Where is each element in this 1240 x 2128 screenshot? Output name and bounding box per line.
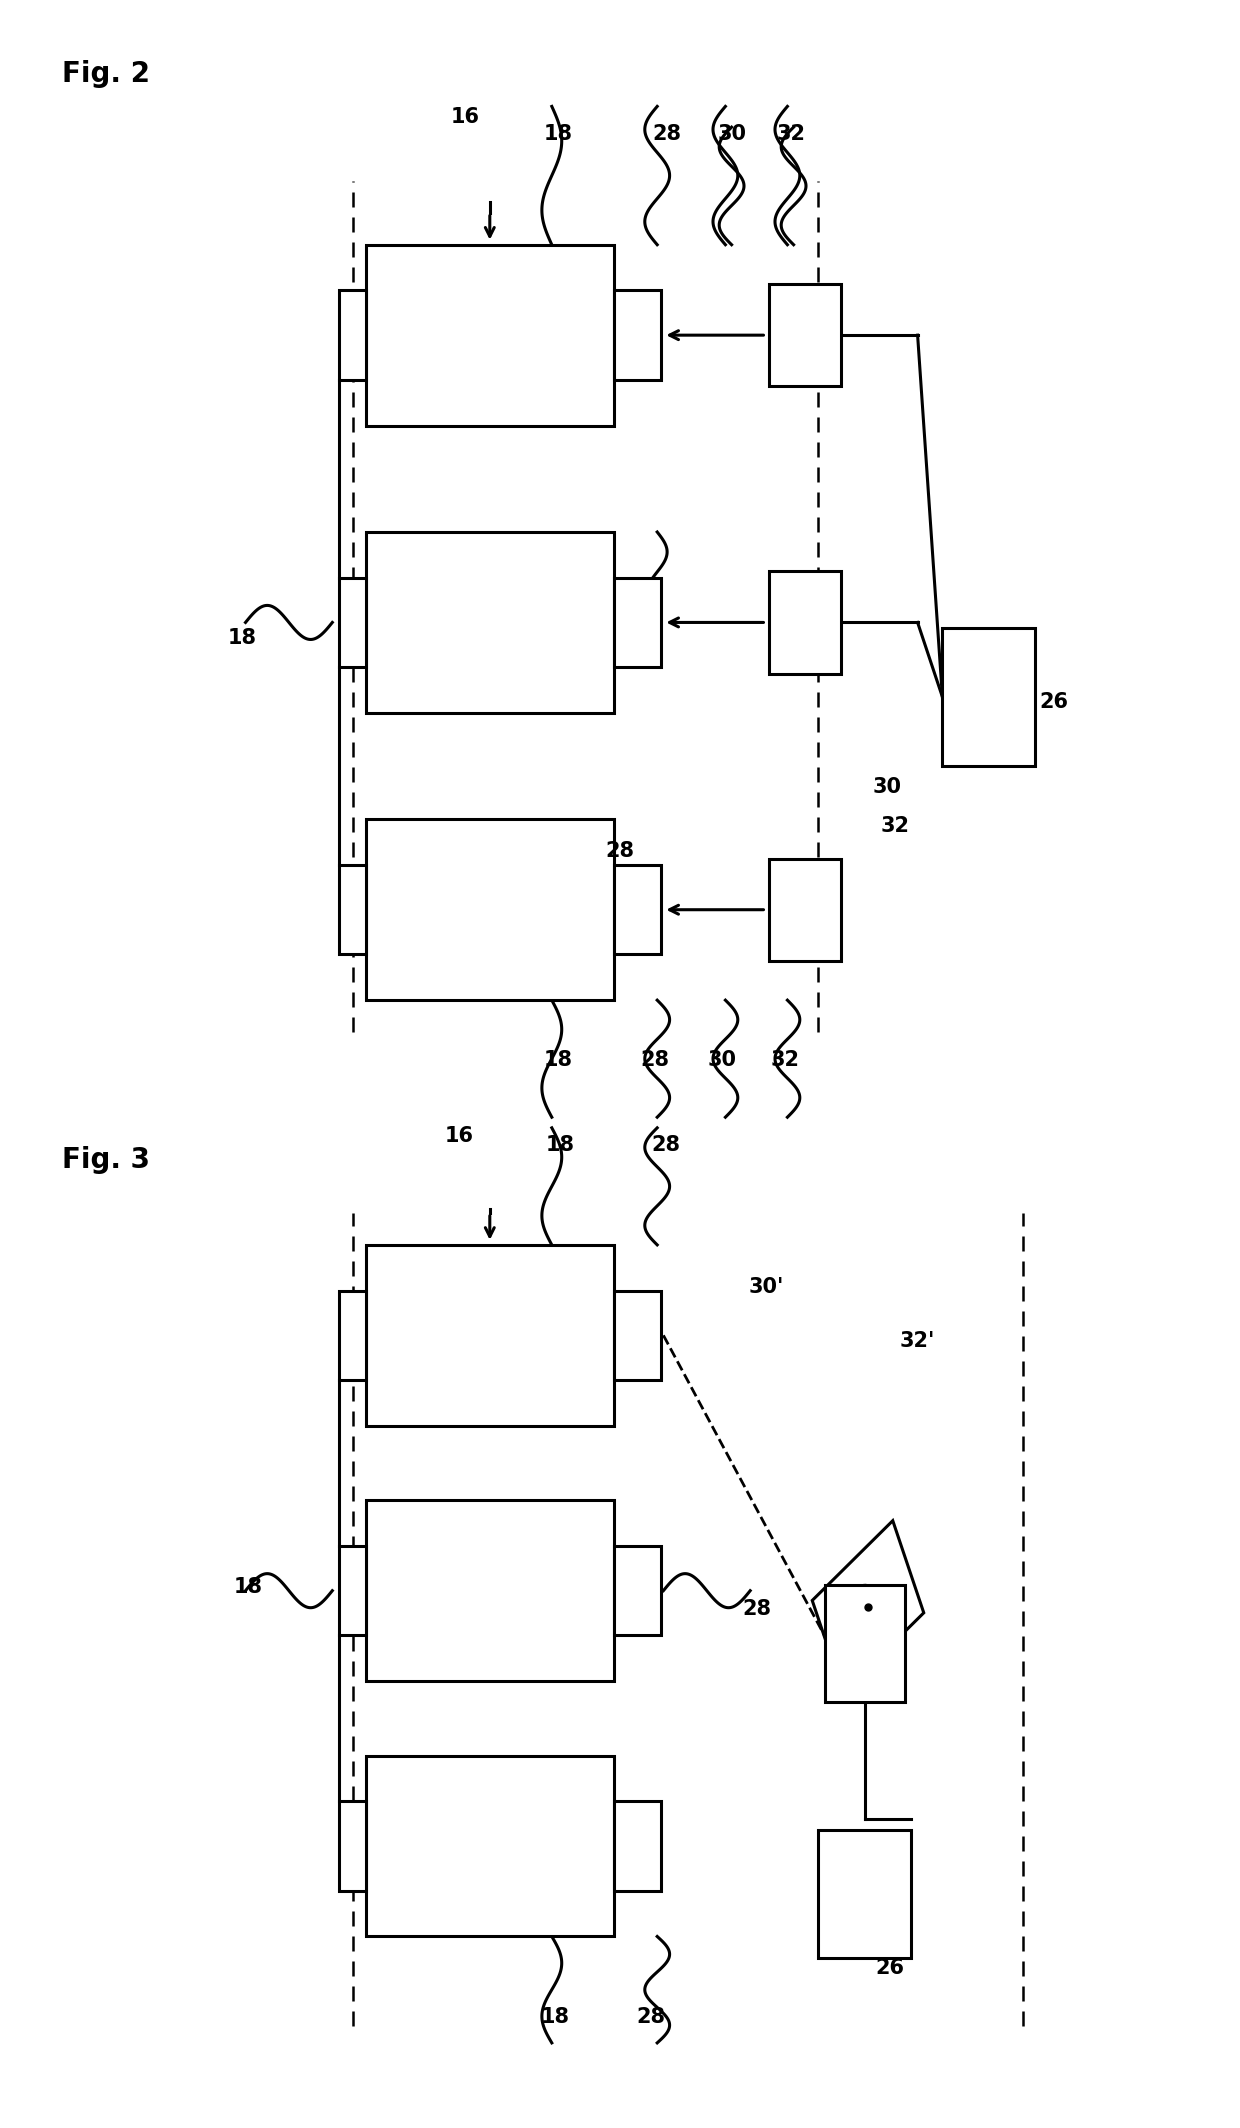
- Bar: [339, 1800, 366, 1892]
- Bar: [339, 866, 366, 955]
- Text: 26: 26: [1039, 692, 1069, 713]
- Bar: [366, 532, 614, 713]
- Text: 18: 18: [233, 1577, 263, 1598]
- Text: 30: 30: [717, 123, 746, 145]
- Text: 32: 32: [770, 1049, 800, 1070]
- Text: 18: 18: [546, 1134, 575, 1156]
- Bar: [825, 1585, 905, 1702]
- Text: 30: 30: [872, 777, 901, 798]
- Text: Fig. 3: Fig. 3: [62, 1145, 150, 1175]
- Bar: [366, 1756, 614, 1936]
- Text: 18: 18: [541, 2007, 570, 2028]
- Bar: [366, 245, 614, 426]
- Text: 16: 16: [450, 106, 480, 128]
- Bar: [366, 1500, 614, 1681]
- Text: 32: 32: [776, 123, 806, 145]
- Text: 16: 16: [444, 1126, 474, 1147]
- Text: 28: 28: [605, 841, 635, 862]
- Text: 18: 18: [543, 1049, 573, 1070]
- Bar: [614, 292, 661, 379]
- Bar: [614, 1800, 661, 1892]
- Text: 28: 28: [742, 1598, 771, 1619]
- Text: 18: 18: [543, 123, 573, 145]
- Text: 30: 30: [707, 1049, 737, 1070]
- Text: 32: 32: [880, 815, 910, 836]
- Text: 30': 30': [749, 1277, 784, 1298]
- Bar: [339, 1290, 366, 1379]
- Text: 28: 28: [636, 2007, 666, 2028]
- Bar: [942, 628, 1035, 766]
- Bar: [818, 1830, 911, 1958]
- Text: 28: 28: [640, 1049, 670, 1070]
- Text: 28: 28: [651, 1134, 681, 1156]
- Bar: [339, 1545, 366, 1636]
- Text: 28: 28: [652, 123, 682, 145]
- Bar: [339, 577, 366, 668]
- Text: Fig. 2: Fig. 2: [62, 60, 150, 89]
- Bar: [366, 819, 614, 1000]
- Bar: [366, 1245, 614, 1426]
- Bar: [614, 866, 661, 955]
- Text: 32': 32': [900, 1330, 935, 1351]
- Bar: [614, 577, 661, 668]
- Text: 18: 18: [227, 628, 257, 649]
- Bar: [614, 1545, 661, 1636]
- Bar: [769, 858, 841, 962]
- Bar: [769, 285, 841, 387]
- Bar: [339, 292, 366, 379]
- Bar: [769, 570, 841, 672]
- Bar: [614, 1290, 661, 1379]
- Text: 26: 26: [875, 1958, 905, 1979]
